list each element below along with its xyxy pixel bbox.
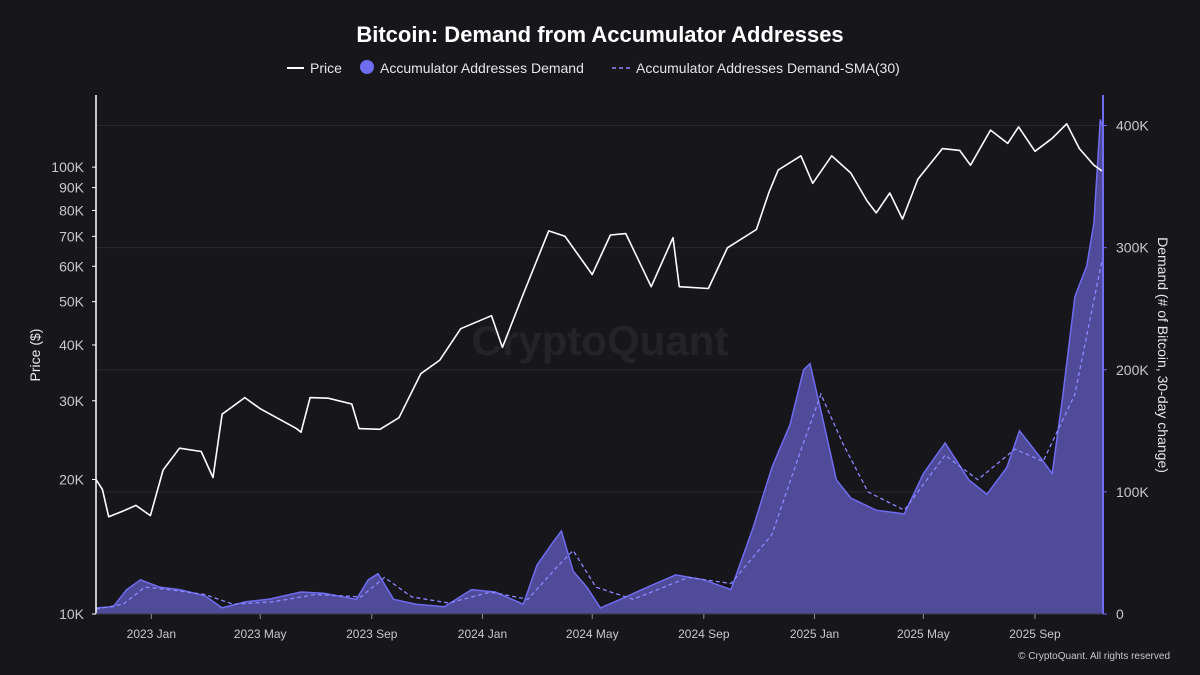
x-tick-label: 2023 Jan [127,627,176,641]
right-tick-label: 100K [1116,484,1149,500]
copyright: © CryptoQuant. All rights reserved [1018,651,1170,662]
price-series [95,123,1103,518]
left-tick-label: 70K [59,228,85,244]
grid [96,125,1103,493]
left-tick-label: 30K [59,393,85,409]
right-tick-label: 200K [1116,362,1149,378]
left-tick-label: 60K [59,258,85,274]
left-axis-label: Price ($) [27,329,43,382]
x-tick-label: 2023 May [234,627,287,641]
price-line [95,123,1103,518]
right-axis-label: Demand (# of Bitcoin, 30-day change) [1155,237,1171,473]
left-tick-label: 40K [59,337,85,353]
left-tick-label: 90K [59,180,85,196]
x-tick-label: 2025 Sep [1009,627,1061,641]
right-tick-label: 300K [1116,240,1149,256]
chart-title: Bitcoin: Demand from Accumulator Address… [356,22,843,47]
left-tick-label: 10K [59,606,85,622]
x-tick-label: 2024 Jan [458,627,507,641]
legend: Price Accumulator Addresses Demand Accum… [287,60,900,76]
left-tick-label: 50K [59,294,85,310]
axes: 10K 20K 30K 40K 50K 60K 70K 80K 90K 100K 0 100K 200K… [51,95,1149,641]
x-tick-label: 2024 Sep [678,627,730,641]
x-tick-label: 2024 May [566,627,619,641]
demand-line [95,119,1103,609]
watermark: CryptoQuant [472,317,729,364]
right-tick-label: 400K [1116,118,1149,134]
x-tick-label: 2025 May [897,627,950,641]
left-tick-label: 100K [51,159,84,175]
legend-demand-label: Accumulator Addresses Demand [380,60,584,76]
demand-area [96,119,1103,615]
demand-area-series [95,119,1103,615]
left-tick-label: 80K [59,202,85,218]
x-tick-label: 2025 Jan [790,627,839,641]
right-tick-label: 0 [1116,606,1124,622]
left-tick-label: 20K [59,471,85,487]
legend-sma-label: Accumulator Addresses Demand-SMA(30) [636,60,900,76]
legend-demand-swatch [360,60,374,74]
legend-price-label: Price [310,60,342,76]
x-tick-label: 2023 Sep [346,627,398,641]
